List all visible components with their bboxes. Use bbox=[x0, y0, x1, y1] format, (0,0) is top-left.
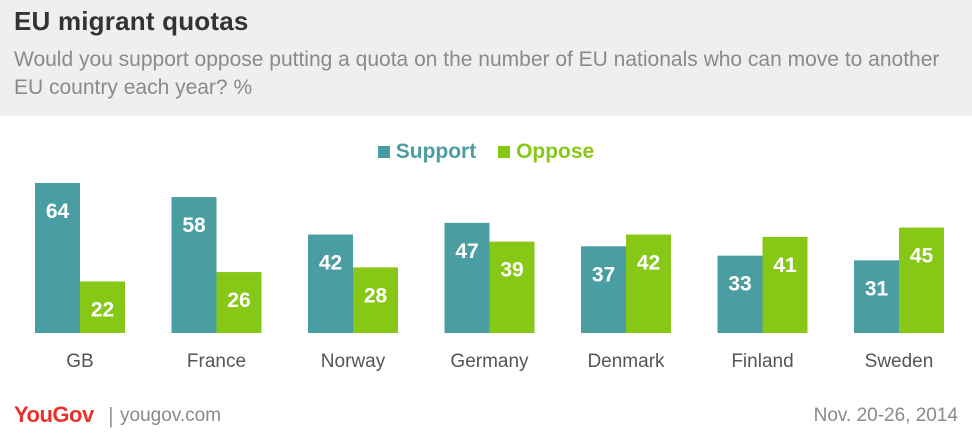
x-tick-label-norway: Norway bbox=[321, 351, 386, 372]
x-tick-label-germany: Germany bbox=[450, 351, 529, 372]
legend-label-support: Support bbox=[395, 140, 477, 163]
x-tick-label-sweden: Sweden bbox=[865, 351, 934, 372]
yougov-logo: YouGov bbox=[14, 402, 94, 427]
data-label-support-finland: 33 bbox=[728, 273, 751, 296]
bar-oppose-gb bbox=[80, 281, 125, 333]
bar-chart: 64 22 GB 58 26 France 42 28 Norway 47 39 Germany 37 4… bbox=[35, 183, 944, 372]
data-label-support-norway: 42 bbox=[319, 252, 342, 275]
data-label-support-germany: 47 bbox=[455, 240, 478, 263]
chart-subtitle: Would you support oppose putting a quota… bbox=[14, 48, 940, 99]
data-label-oppose-gb: 22 bbox=[91, 298, 114, 321]
bar-support-gb bbox=[35, 183, 80, 333]
footer-separator: | bbox=[108, 403, 114, 428]
bar-oppose-finland bbox=[762, 236, 808, 333]
bar-oppose-norway bbox=[353, 267, 398, 333]
bar-support-germany bbox=[444, 222, 490, 333]
bar-support-finland bbox=[717, 255, 763, 333]
data-label-oppose-denmark: 42 bbox=[637, 252, 660, 275]
x-tick-label-denmark: Denmark bbox=[587, 351, 665, 372]
data-label-oppose-germany: 39 bbox=[500, 259, 523, 282]
legend-item-oppose: Oppose bbox=[498, 140, 594, 164]
chart-header: EU migrant quotas Would you support oppo… bbox=[0, 0, 972, 116]
bar-oppose-france bbox=[216, 272, 262, 333]
data-label-support-denmark: 37 bbox=[592, 263, 615, 286]
chart-legend: Support Oppose bbox=[0, 140, 972, 164]
legend-swatch-oppose bbox=[498, 146, 511, 158]
x-tick-label-finland: Finland bbox=[731, 351, 793, 372]
bar-oppose-germany bbox=[489, 241, 535, 333]
data-label-support-gb: 64 bbox=[46, 200, 70, 223]
bar-oppose-sweden bbox=[899, 227, 944, 333]
data-label-oppose-norway: 28 bbox=[364, 284, 388, 307]
bar-support-denmark bbox=[581, 246, 626, 333]
data-label-oppose-finland: 41 bbox=[773, 254, 797, 277]
data-label-support-sweden: 31 bbox=[865, 277, 889, 300]
bar-support-norway bbox=[308, 234, 353, 333]
data-label-oppose-france: 26 bbox=[227, 289, 250, 312]
legend-swatch-support bbox=[377, 146, 390, 158]
bar-support-france bbox=[171, 197, 217, 333]
data-label-oppose-sweden: 45 bbox=[910, 245, 934, 268]
legend-item-support: Support bbox=[377, 140, 477, 164]
bar-oppose-denmark bbox=[626, 234, 671, 333]
chart-title: EU migrant quotas bbox=[14, 6, 249, 36]
bar-support-sweden bbox=[854, 260, 899, 333]
data-label-support-france: 58 bbox=[182, 214, 206, 237]
x-tick-label-gb: GB bbox=[66, 351, 93, 372]
footer-url: yougov.com bbox=[120, 405, 222, 426]
legend-label-oppose: Oppose bbox=[516, 140, 595, 163]
x-tick-label-france: France bbox=[187, 351, 246, 372]
footer-date: Nov. 20-26, 2014 bbox=[813, 405, 958, 426]
